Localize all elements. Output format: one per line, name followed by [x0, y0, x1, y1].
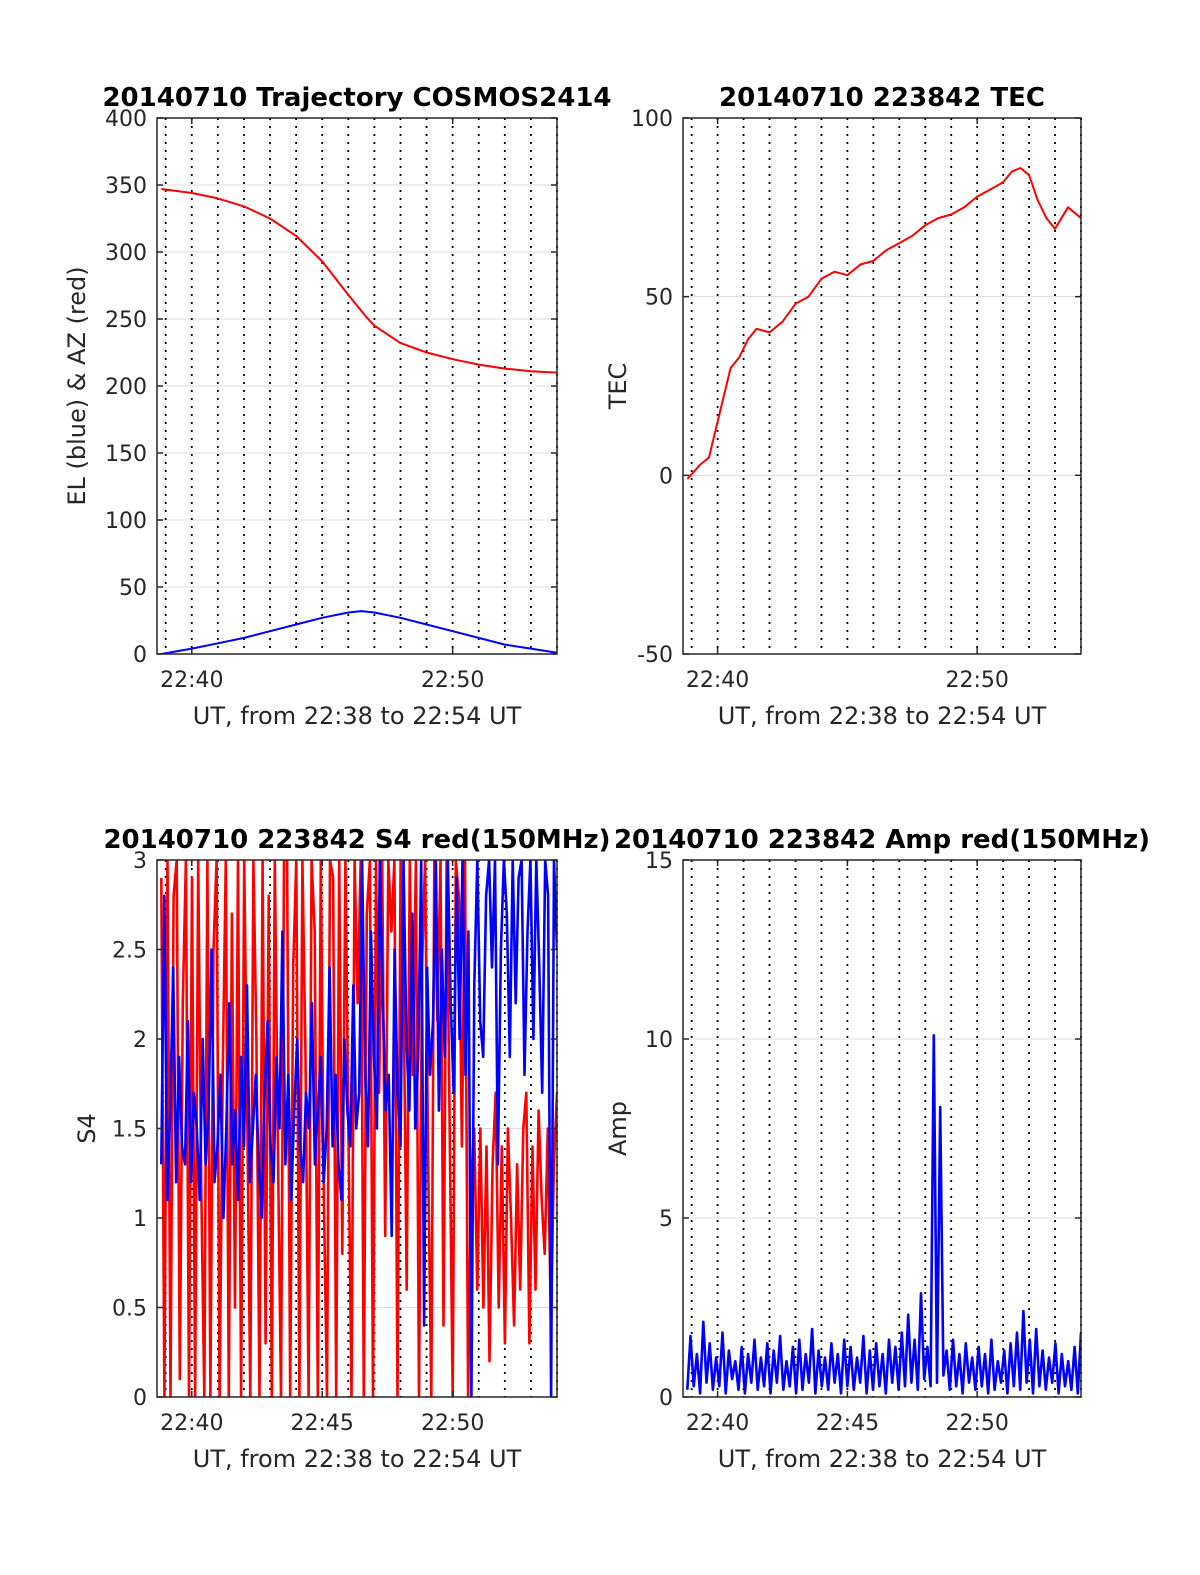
chart-title: 20140710 223842 TEC — [719, 83, 1045, 113]
y-tick-label: 50 — [645, 286, 673, 311]
y-tick-label: 2 — [133, 1028, 147, 1053]
axes-box — [682, 117, 1082, 655]
x-tick-label: 22:40 — [160, 1411, 223, 1436]
y-tick-label: 3 — [133, 849, 147, 874]
y-tick-label: 15 — [645, 849, 673, 874]
y-tick-label: 100 — [631, 107, 673, 132]
x-tick-label: 22:50 — [421, 668, 484, 693]
y-tick-label: 5 — [659, 1207, 673, 1232]
plot-area — [686, 167, 1081, 480]
y-tick-label: 350 — [105, 174, 147, 199]
series-line-red — [686, 167, 1081, 480]
x-tick-label: 22:50 — [945, 1411, 1008, 1436]
x-axis-label: UT, from 22:38 to 22:54 UT — [193, 1445, 522, 1473]
x-tick-label: 22:40 — [686, 1411, 749, 1436]
series-line-red — [161, 188, 557, 374]
y-axis-label: EL (blue) & AZ (red) — [63, 266, 91, 505]
x-axis-label: UT, from 22:38 to 22:54 UT — [718, 1445, 1047, 1473]
y-tick-label: 0 — [133, 643, 147, 668]
y-tick-label: 50 — [119, 576, 147, 601]
x-tick-label: 22:50 — [421, 1411, 484, 1436]
plot-area — [686, 1034, 1081, 1395]
x-tick-label: 22:40 — [160, 668, 223, 693]
y-axis-label: TEC — [604, 363, 632, 411]
y-tick-label: 0 — [659, 464, 673, 489]
x-tick-label: 22:40 — [686, 668, 749, 693]
chart-title: 20140710 Trajectory COSMOS2414 — [102, 83, 611, 113]
y-axis-label: S4 — [73, 1113, 101, 1144]
chart-title: 20140710 223842 Amp red(150MHz) — [614, 825, 1150, 855]
chart-amp: 0 5 10 15 22:40 22:45 22:50 20140710 223842 Amp… — [604, 825, 1150, 1473]
chart-title: 20140710 223842 S4 red(150MHz) — [103, 825, 610, 855]
y-tick-label: 1.5 — [112, 1118, 147, 1143]
y-tick-label: 1 — [133, 1207, 147, 1232]
axes-box — [682, 859, 1082, 1398]
x-tick-label: 22:50 — [945, 668, 1008, 693]
x-tick-label: 22:45 — [291, 1411, 354, 1436]
y-tick-label: 10 — [645, 1028, 673, 1053]
y-tick-label: 300 — [105, 241, 147, 266]
x-axis-label: UT, from 22:38 to 22:54 UT — [718, 702, 1047, 730]
y-tick-label: 200 — [105, 375, 147, 400]
y-tick-label: 100 — [105, 509, 147, 534]
chart-trajectory: 0 50 100 150 200 250 300 350 400 22:40 22:50 201407… — [63, 83, 612, 730]
series-line-blue — [161, 610, 557, 654]
plot-area — [160, 860, 557, 1397]
y-tick-label: 400 — [105, 107, 147, 132]
y-tick-label: 150 — [105, 442, 147, 467]
y-tick-label: 0 — [659, 1386, 673, 1411]
chart-tec: -50 0 50 100 22:40 22:50 20140710 223842 TEC UT… — [604, 83, 1082, 730]
y-axis-label: Amp — [604, 1101, 632, 1156]
series-line-blue — [686, 1034, 1081, 1395]
y-tick-label: 2.5 — [112, 939, 147, 964]
plot-area — [161, 188, 557, 654]
y-tick-label: 0.5 — [112, 1297, 147, 1322]
x-axis-label: UT, from 22:38 to 22:54 UT — [193, 702, 522, 730]
chart-s4: 0 0.5 1 1.5 2 2.5 3 22:40 22:45 22:50 20140710 223… — [73, 825, 611, 1473]
series-line-blue — [160, 860, 557, 1397]
y-tick-label: 250 — [105, 308, 147, 333]
y-tick-label: 0 — [133, 1386, 147, 1411]
y-tick-label: -50 — [637, 643, 673, 668]
x-tick-label: 22:45 — [816, 1411, 879, 1436]
